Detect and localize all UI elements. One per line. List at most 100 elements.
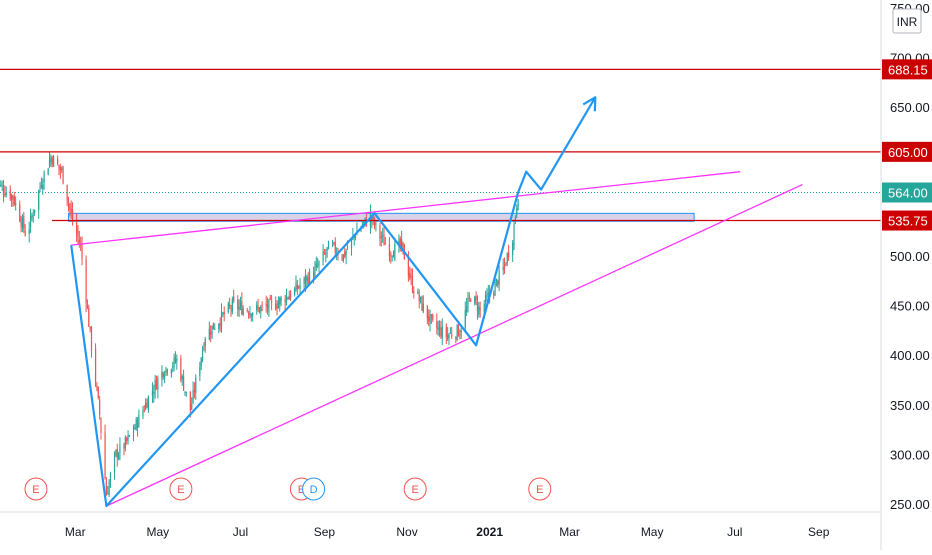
candle-body: [94, 348, 97, 384]
candle-body: [460, 330, 462, 333]
candle-body: [237, 300, 239, 310]
candle-body: [363, 221, 365, 223]
candle-body: [161, 371, 163, 381]
candle-body: [24, 230, 26, 236]
candle-body: [174, 358, 177, 362]
candles-layer: [0, 152, 519, 497]
candle-body: [67, 201, 70, 204]
candle-body: [401, 239, 403, 247]
candle-body: [115, 450, 117, 456]
earnings-marker[interactable]: E: [24, 477, 48, 501]
earnings-marker[interactable]: E: [169, 477, 193, 501]
price-tag[interactable]: 564.00: [882, 182, 932, 203]
candle-body: [375, 222, 377, 225]
candle-body: [306, 276, 308, 281]
candle-body: [222, 313, 224, 315]
candle-body: [242, 308, 244, 315]
candle-body: [437, 327, 439, 330]
candle-body: [280, 297, 282, 301]
earnings-marker[interactable]: E: [403, 477, 427, 501]
candle-body: [379, 225, 381, 239]
price-tick-label: 250.00: [890, 497, 930, 512]
candle-body: [113, 454, 116, 472]
candle-body: [502, 266, 504, 271]
candle-body: [304, 274, 307, 284]
price-tag-bg: [882, 141, 932, 162]
event-label: E: [177, 484, 184, 496]
price-tick-label: 650.00: [890, 100, 930, 115]
candle-body: [447, 334, 449, 339]
candle-body: [448, 334, 450, 338]
candle-body: [372, 216, 374, 219]
candle-body: [151, 390, 154, 396]
candle-body: [457, 326, 460, 337]
candle-body: [58, 164, 60, 169]
price-tag[interactable]: 535.75: [882, 210, 932, 231]
candle-body: [279, 297, 281, 305]
candle-body: [495, 278, 498, 281]
candle-body: [166, 369, 168, 373]
trendline-lower[interactable]: [106, 183, 803, 507]
candle-body: [230, 307, 232, 309]
candle-body: [97, 387, 99, 398]
candle-body: [96, 385, 98, 388]
candle-body: [48, 159, 51, 167]
candle-body: [99, 399, 101, 415]
candle-body: [220, 311, 223, 327]
candle-body: [317, 265, 319, 267]
candle-body: [100, 417, 102, 433]
candle-body: [256, 304, 258, 311]
candle-body: [398, 240, 400, 245]
candle-body: [483, 304, 485, 312]
projection-path[interactable]: [70, 96, 597, 508]
candle-body: [116, 448, 118, 459]
candle-body: [135, 419, 137, 429]
candle-body: [455, 337, 457, 339]
candle-body: [218, 323, 220, 329]
candle-body: [229, 304, 231, 307]
candle-body: [268, 299, 270, 312]
event-label: E: [32, 484, 39, 496]
candle-body: [497, 280, 499, 286]
candle-body: [117, 454, 120, 459]
price-tag-bg: [882, 182, 932, 203]
candle-body: [189, 391, 191, 411]
candle-body: [413, 290, 415, 294]
candle-body: [208, 329, 210, 340]
candle-body: [445, 326, 447, 337]
candle-body: [384, 242, 386, 245]
price-tag[interactable]: 605.00: [882, 141, 932, 162]
candle-body: [325, 252, 327, 254]
trendline-upper[interactable]: [71, 171, 741, 246]
candle-body: [350, 238, 353, 248]
candle-body: [132, 431, 135, 433]
candle-body: [47, 168, 49, 176]
candle-body: [382, 235, 384, 237]
candle-body: [142, 410, 144, 417]
candle-body: [147, 396, 149, 411]
candle-body: [438, 327, 441, 330]
earnings-marker[interactable]: E: [528, 477, 552, 501]
dividend-marker[interactable]: D: [302, 477, 326, 501]
candle-body: [505, 264, 507, 266]
candle-body: [354, 236, 357, 238]
candle-body: [20, 221, 22, 227]
candle-body: [322, 251, 324, 262]
event-circle: [403, 477, 427, 501]
candle-body: [0, 184, 2, 186]
candle-body: [451, 334, 453, 337]
candle-body: [227, 303, 229, 313]
time-tick-label: Mar: [559, 525, 580, 539]
candle-body: [407, 257, 409, 276]
currency-badge[interactable]: INR: [892, 8, 922, 34]
candle-body: [128, 435, 131, 437]
candle-body: [258, 307, 261, 313]
candle-body: [299, 285, 301, 289]
time-axis[interactable]: Mar May Jul Sep Nov 2021 Mar May Jul Sep: [65, 525, 830, 539]
price-tag[interactable]: 688.15: [882, 59, 932, 80]
candle-body: [134, 427, 136, 430]
price-tick-label: 350.00: [890, 398, 930, 413]
candle-body: [402, 242, 404, 247]
candle-body: [12, 195, 14, 199]
